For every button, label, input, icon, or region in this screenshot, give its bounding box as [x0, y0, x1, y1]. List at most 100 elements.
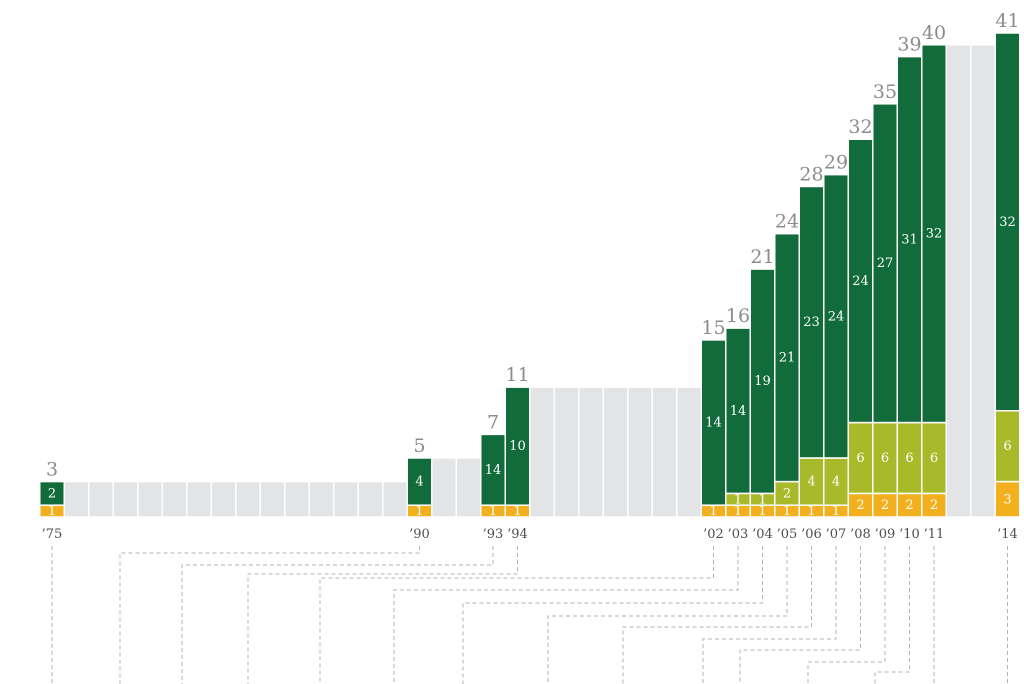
x-tick-label: ’10 — [899, 527, 920, 542]
bars: 123’75145’901147’9311011’9411415’0211141… — [39, 10, 1021, 542]
segment-label: 2 — [930, 498, 938, 513]
gap-filler-bar — [308, 480, 335, 518]
bar-group: 1 2 3 ’75 — [39, 459, 65, 542]
x-tick-label: ’75 — [42, 527, 63, 542]
segment-label: 32 — [926, 227, 943, 242]
segment-label: 2 — [856, 498, 864, 513]
bar-segment — [798, 457, 825, 506]
bar-group: 2 6 31 39 ’10 — [896, 34, 923, 542]
segment-label: 3 — [1003, 492, 1011, 507]
bar-group: 2 6 27 35 ’09 — [872, 81, 898, 542]
bar-segment — [823, 173, 849, 459]
segment-label: 1 — [513, 504, 521, 519]
total-label: 28 — [799, 163, 823, 185]
segment-label: 1 — [734, 492, 742, 507]
bar-segment — [774, 232, 800, 483]
total-label: 40 — [922, 22, 946, 44]
segment-label: 14 — [705, 416, 722, 431]
leader-line — [547, 546, 788, 684]
segment-label: 2 — [783, 486, 791, 501]
x-tick-label: ’05 — [777, 527, 798, 542]
bar-group: 11 14 16 ’03 — [725, 305, 751, 542]
bar-segment — [896, 421, 923, 495]
bar-group: 1 4 24 29 ’07 — [823, 152, 849, 542]
total-label: 15 — [701, 317, 725, 339]
segment-label: 10 — [509, 439, 526, 454]
segment-label: 1 — [415, 504, 423, 519]
gap-filler-bar — [259, 480, 286, 518]
segment-label: 6 — [856, 451, 864, 466]
leader-line — [874, 546, 910, 684]
leader-line — [319, 546, 714, 684]
total-label: 35 — [873, 81, 897, 103]
gap-filler-bar — [333, 480, 359, 518]
bar-segment — [480, 433, 506, 506]
bar-group: 1 4 23 28 ’06 — [798, 163, 825, 542]
gap-filler-bar — [112, 480, 139, 518]
leader-line — [462, 546, 763, 684]
segment-label: 1 — [734, 504, 742, 519]
leader-lines — [51, 546, 1008, 684]
bar-segment — [504, 386, 531, 506]
total-label: 32 — [848, 116, 872, 138]
leader-line — [247, 546, 518, 684]
gap-filler-bar — [63, 480, 90, 518]
bar-group: 1 14 15 ’02 — [700, 317, 727, 542]
segment-label: 23 — [803, 315, 820, 330]
leader-line — [807, 546, 886, 684]
bar-segment — [798, 185, 825, 459]
total-label: 16 — [726, 305, 750, 327]
total-label: 21 — [750, 246, 774, 268]
gap-filler-bar — [382, 480, 408, 518]
gap-filler-bar — [578, 386, 604, 518]
x-tick-label: ’07 — [826, 527, 847, 542]
segment-label: 1 — [709, 504, 717, 519]
segment-label: 24 — [828, 309, 845, 324]
x-tick-label: ’14 — [997, 527, 1018, 542]
segment-label: 14 — [485, 463, 502, 478]
segment-label: 31 — [901, 233, 918, 248]
gap-filler-bar — [284, 480, 310, 518]
total-label: 41 — [995, 10, 1019, 32]
segment-label: 2 — [881, 498, 889, 513]
segment-label: 6 — [1003, 439, 1011, 454]
segment-label: 4 — [832, 475, 840, 490]
leader-line — [119, 546, 420, 684]
segment-label: 1 — [758, 492, 766, 507]
bar-group: 2 6 32 40 ’11 — [921, 22, 947, 542]
bar-group: 2 6 24 32 ’08 — [847, 116, 874, 542]
gap-filler-bar — [945, 44, 972, 518]
x-tick-label: ’02 — [703, 527, 724, 542]
leader-line — [622, 546, 812, 684]
total-label: 11 — [505, 364, 529, 386]
segment-label: 2 — [48, 486, 56, 501]
gap-fillers — [63, 44, 996, 518]
gap-filler-bar — [970, 44, 996, 518]
leader-line — [739, 546, 861, 684]
bar-segment — [872, 421, 898, 495]
bar-segment — [921, 44, 947, 424]
x-tick-label: ’94 — [507, 527, 528, 542]
segment-label: 1 — [832, 504, 840, 519]
gap-filler-bar — [529, 386, 555, 518]
segment-label: 32 — [999, 215, 1016, 230]
x-tick-label: ’90 — [409, 527, 430, 542]
gap-filler-bar — [627, 386, 653, 518]
gap-filler-bar — [235, 480, 261, 518]
bar-segment — [847, 138, 874, 424]
bar-group: 1 4 5 ’90 — [406, 435, 433, 542]
segment-label: 1 — [807, 504, 815, 519]
gap-filler-bar — [553, 386, 580, 518]
segment-label: 4 — [415, 475, 423, 490]
segment-label: 24 — [852, 274, 869, 289]
leader-line — [181, 546, 494, 684]
gap-filler-bar — [676, 386, 702, 518]
total-label: 7 — [487, 411, 499, 433]
bar-segment — [406, 457, 433, 506]
bar-group: 3 6 32 41 ’14 — [994, 10, 1021, 542]
x-tick-label: ’03 — [728, 527, 749, 542]
total-label: 29 — [824, 152, 848, 174]
x-tick-label: ’06 — [801, 527, 822, 542]
total-label: 5 — [413, 435, 425, 457]
segment-label: 19 — [754, 374, 771, 389]
